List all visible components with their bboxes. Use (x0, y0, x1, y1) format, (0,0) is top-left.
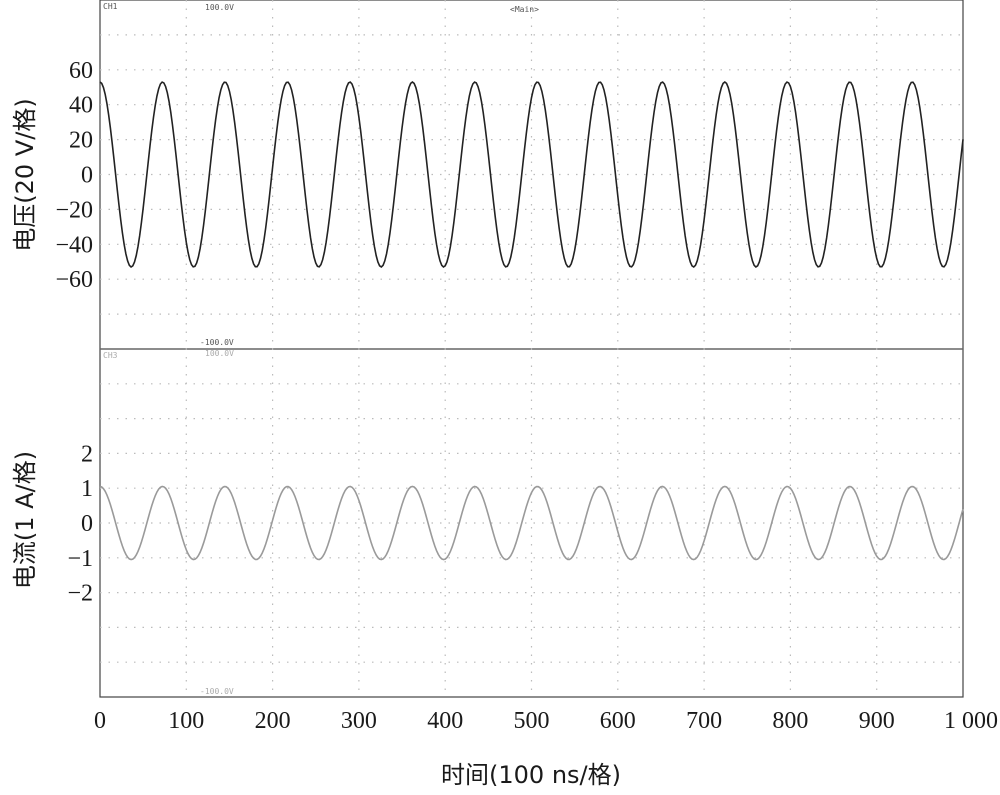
ch3-label: CH3 (103, 351, 118, 360)
x-axis-tick: 200 (255, 708, 291, 734)
x-axis-tick: 500 (514, 708, 550, 734)
current-y-tick: 0 (81, 511, 93, 537)
x-axis-tick: 0 (94, 708, 106, 734)
voltage-y-tick: −20 (55, 197, 93, 223)
ch3-top-scale: 100.0V (205, 349, 234, 358)
grid-layer (100, 0, 963, 697)
voltage-y-tick: 0 (81, 163, 93, 189)
current-y-ticks: 2 1 0 −1 −2 (67, 441, 93, 606)
current-y-axis-title: 电流(1 A/格) (11, 451, 39, 589)
current-y-tick: −1 (67, 546, 93, 572)
x-axis-tick: 900 (859, 708, 895, 734)
voltage-y-tick: −40 (55, 232, 93, 258)
voltage-y-ticks: 60 40 20 0 −20 −40 −60 (55, 58, 93, 293)
ch1-top-scale: 100.0V (205, 3, 234, 12)
ch1-label: CH1 (103, 2, 118, 11)
voltage-y-tick: −60 (55, 267, 93, 293)
x-axis-tick: 300 (341, 708, 377, 734)
current-trace (99, 485, 964, 561)
main-label: <Main> (510, 5, 539, 14)
voltage-y-axis-title: 电压(20 V/格) (11, 98, 39, 251)
ch3-bottom-scale: -100.0V (200, 687, 234, 696)
voltage-y-tick: 60 (69, 58, 93, 84)
x-axis-tick: 400 (427, 708, 463, 734)
x-axis-title: 时间(100 ns/格) (441, 761, 621, 789)
x-axis-tick: 1 000 (944, 708, 998, 734)
current-y-tick: 1 (81, 476, 93, 502)
x-axis-tick: 800 (772, 708, 808, 734)
ch1-bottom-scale: -100.0V (200, 338, 234, 347)
x-axis-ticks: 0 100 200 300 400 500 600 700 800 900 1 000 (94, 708, 998, 734)
current-y-tick: −2 (67, 581, 93, 607)
voltage-y-tick: 20 (69, 128, 93, 154)
x-axis-tick: 100 (168, 708, 204, 734)
x-axis-tick: 700 (686, 708, 722, 734)
current-y-tick: 2 (81, 441, 93, 467)
voltage-trace (99, 80, 964, 268)
voltage-y-tick: 40 (69, 93, 93, 119)
x-axis-tick: 600 (600, 708, 636, 734)
